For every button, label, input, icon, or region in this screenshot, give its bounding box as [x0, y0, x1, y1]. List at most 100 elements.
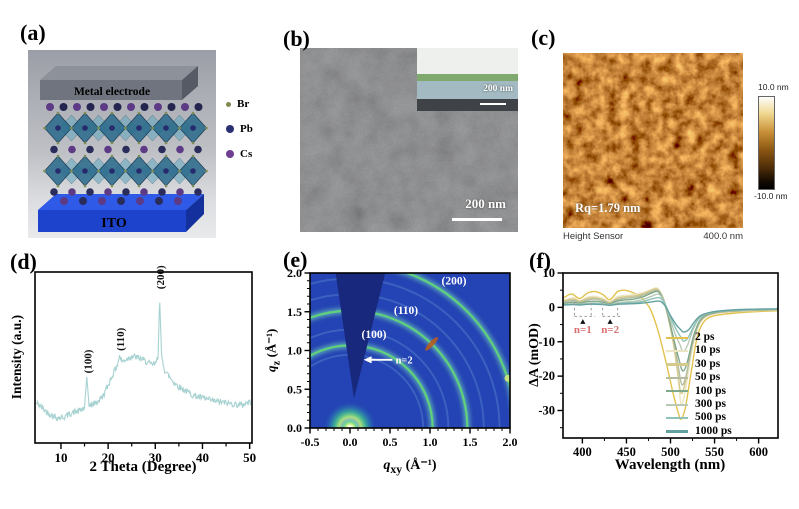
- legend-label: 30 ps: [695, 357, 721, 370]
- atom-legend-label: Br: [237, 98, 250, 110]
- legend-label: 500 ps: [695, 411, 726, 424]
- qz-symbol: q: [263, 365, 279, 372]
- legend-label: 10 ps: [695, 344, 721, 357]
- height-colorbar: [758, 96, 775, 190]
- giwaxs-y-tick-label: 1.5: [287, 305, 302, 319]
- xrd-peak-label: (200): [155, 265, 167, 289]
- height-sensor-label: Height Sensor: [563, 231, 624, 242]
- legend-label: 100 ps: [695, 384, 726, 397]
- ta-x-tick-label: 400: [573, 445, 592, 459]
- ito-label: ITO: [101, 216, 127, 231]
- giwaxs-x-tick-label: -0.5: [301, 435, 320, 449]
- ta-curve-2-ps: [563, 289, 778, 421]
- xrd-tick-label: 40: [196, 450, 209, 465]
- xrd-tick-label: 10: [54, 450, 67, 465]
- giwaxs-x-tick-label: 1.0: [423, 435, 438, 449]
- inset-scale-bar: [480, 103, 506, 105]
- metal-electrode-label: Metal electrode: [74, 86, 150, 98]
- ta-y-tick-label: 0: [549, 300, 555, 314]
- panel-f: (f) n=1 n=2 400 450 500 550 600 10 0 -10 -20 -30 2 …: [520, 245, 799, 509]
- giwaxs-y-tick-label: 1.0: [287, 344, 302, 358]
- xrd-peak-label: (110): [115, 327, 127, 351]
- legend-line-swatch: [666, 403, 688, 406]
- device-schematic: Metal electrode ITO: [28, 50, 216, 238]
- legend-label: 1000 ps: [695, 424, 732, 437]
- ta-x-tick-label: 600: [749, 445, 768, 459]
- ring-index-label: (200): [442, 276, 467, 288]
- panel-a-label: (a): [20, 20, 46, 45]
- ta-y-tick-label: 10: [543, 266, 556, 280]
- legend-item-1000-ps: 1000 ps: [666, 425, 732, 438]
- n2-ring-label: n=2: [396, 355, 413, 366]
- afm-image: Rq=1.79 nm: [563, 53, 743, 228]
- ta-x-axis-label: Wavelength (nm): [614, 457, 726, 473]
- atom-legend-label: Pb: [240, 123, 253, 135]
- detector-wedge: [335, 273, 386, 399]
- inset-vacuum-layer: [417, 48, 518, 74]
- ring-index-label: (100): [362, 329, 387, 341]
- panel-c: (c) R: [525, 6, 799, 244]
- legend-line-swatch: [666, 416, 688, 420]
- giwaxs-x-tick-label: 2.0: [503, 435, 518, 449]
- legend-item-50-ps: 50 ps: [666, 371, 732, 384]
- legend-item-100-ps: 100 ps: [666, 385, 732, 398]
- inset-film-top-layer: [417, 74, 518, 81]
- xrd-tick-label: 20: [102, 450, 115, 465]
- atom-legend-label: Cs: [240, 148, 253, 160]
- ta-x-tick-label: 550: [705, 445, 724, 459]
- legend-item-30-ps: 30 ps: [666, 358, 732, 371]
- xrd-x-axis-label: 2 Theta (Degree): [89, 459, 197, 475]
- legend-line-swatch: [666, 430, 688, 433]
- phase-annotation-label: n=1: [574, 324, 592, 336]
- annotation-arrow: [580, 319, 586, 324]
- panel-e-label: (e): [283, 247, 308, 272]
- inset-perovskite-layer: [417, 81, 518, 99]
- xrd-plot: 10 20 30 40 50 (100) (110) (200): [34, 265, 256, 465]
- giwaxs-y-tick-label: 2.0: [287, 266, 302, 280]
- atom-legend-item-cs: Cs: [226, 148, 253, 160]
- perovskite-lattice: [43, 111, 208, 188]
- roughness-value: Rq=1.79 nm: [575, 201, 641, 215]
- xrd-y-axis-label: Intensity (a.u.): [9, 314, 24, 400]
- qxy-symbol: q: [383, 458, 391, 473]
- ta-y-axis-label: ΔA (mOD): [527, 323, 542, 387]
- legend-item-10-ps: 10 ps: [666, 344, 732, 357]
- panel-b: (b): [283, 6, 523, 240]
- giwaxs-x-axis-label: qxy (Å⁻¹): [330, 457, 490, 476]
- legend-line-swatch: [666, 376, 688, 379]
- xrd-trace: [35, 302, 252, 422]
- xrd-frame: [34, 271, 253, 444]
- legend-item-300-ps: 300 ps: [666, 398, 732, 411]
- ta-x-tick-label: 450: [617, 445, 636, 459]
- beam-center-glow: [323, 401, 377, 428]
- afm-caption: Height Sensor 400.0 nm: [563, 231, 743, 242]
- br-atom-dot: [226, 101, 231, 107]
- sem-scale-bar: [452, 218, 502, 221]
- atom-legend-item-pb: Pb: [226, 123, 253, 135]
- sem-image: 200 nm 200 nm: [300, 48, 518, 232]
- qz-unit: (Å⁻¹): [263, 328, 279, 361]
- cs-atom-dot: [226, 150, 234, 158]
- legend-label: 2 ps: [695, 330, 715, 343]
- sem-inset-cross-section: 200 nm: [417, 48, 518, 111]
- panel-e: (e) -0.5 0.0 0.5 1.0 1.5 2.0 0.0 0.5 1.0 1.5 2.0 (1…: [255, 245, 537, 509]
- scan-width-label: 400.0 nm: [703, 231, 743, 242]
- ta-y-tick-label: -30: [538, 404, 555, 418]
- annotation-arrow: [607, 319, 613, 324]
- legend-line-swatch: [666, 349, 688, 353]
- panel-a: (a) Metal electrode ITO: [18, 6, 280, 240]
- legend-item-500-ps: 500 ps: [666, 411, 732, 424]
- xrd-tick-label: 50: [243, 450, 256, 465]
- qz-subscript: z: [270, 360, 283, 366]
- sem-scale-bar-label: 200 nm: [465, 196, 506, 211]
- giwaxs-y-tick-label: 0.0: [287, 421, 302, 435]
- n2-arrowhead: [363, 356, 372, 364]
- atom-legend: Br Pb Cs: [226, 98, 253, 173]
- legend-label: 50 ps: [695, 371, 721, 384]
- delay-time-legend: 2 ps 10 ps 30 ps 50 ps 100 ps 300 ps 500 ps 100…: [666, 331, 732, 438]
- atom-legend-item-br: Br: [226, 98, 253, 110]
- legend-line-swatch: [666, 363, 688, 366]
- ta-spectra-plot: n=1 n=2 400 450 500 550 600 10 0 -10 -20 -30: [538, 266, 779, 459]
- ta-y-tick-label: -20: [538, 369, 555, 383]
